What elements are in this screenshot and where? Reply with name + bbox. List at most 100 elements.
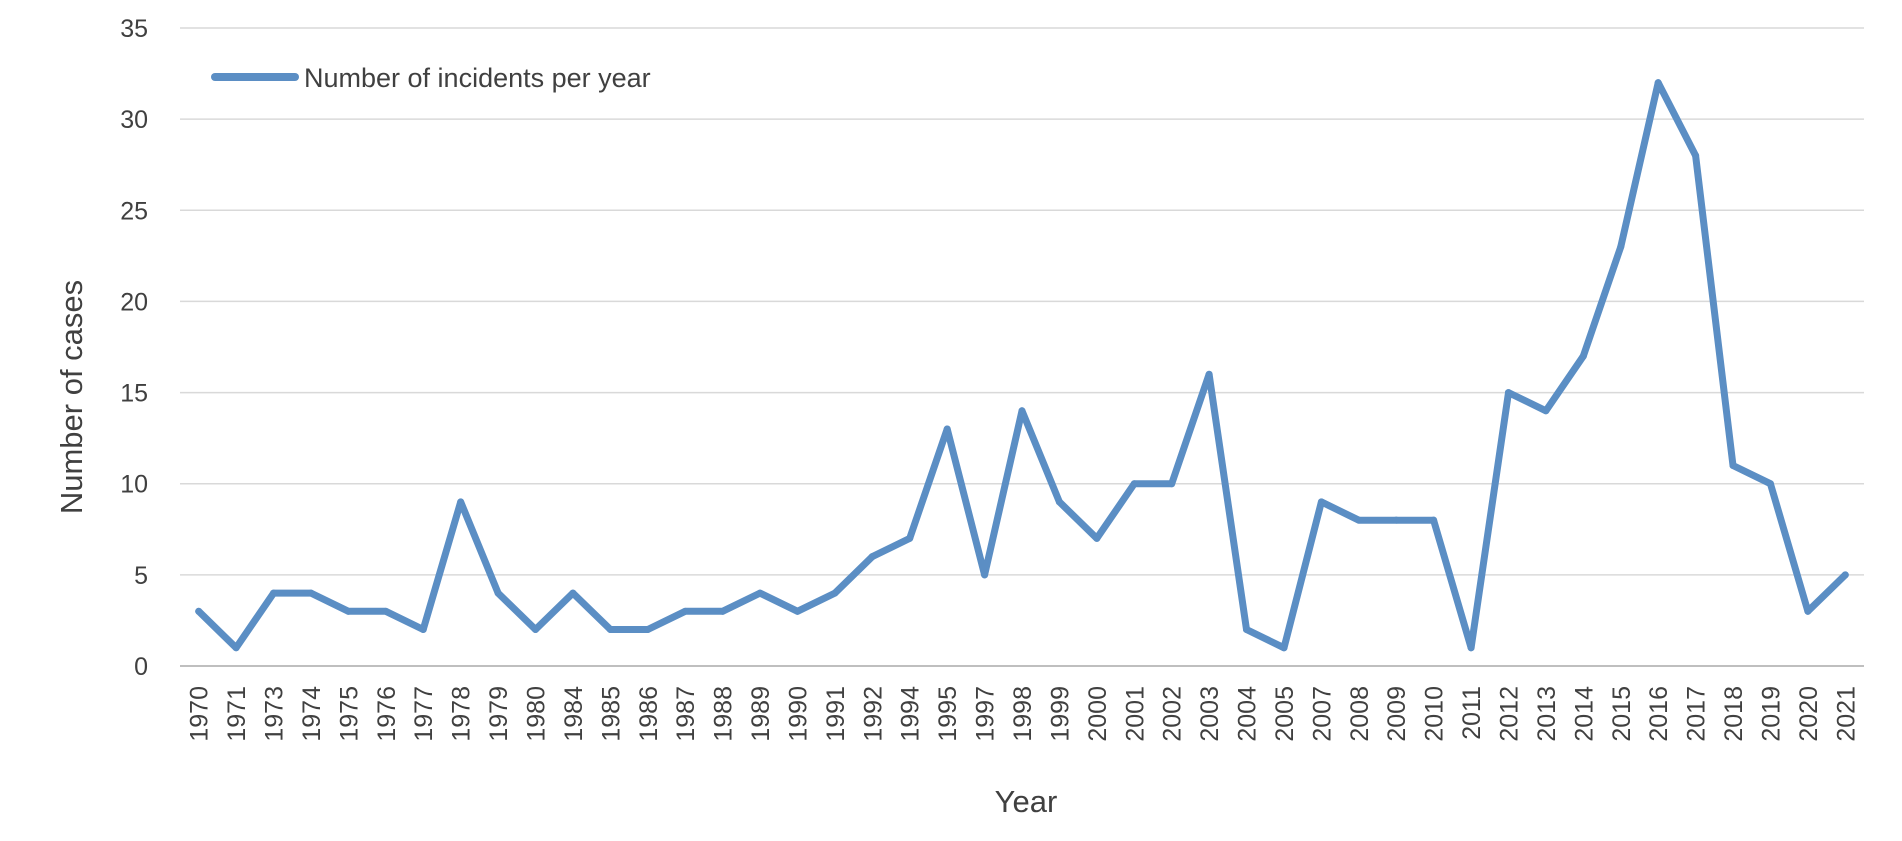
x-tick-label: 1971: [223, 686, 251, 742]
data-point: [569, 589, 577, 597]
data-point: [644, 626, 652, 634]
data-point: [868, 553, 876, 561]
x-tick-label: 1984: [560, 686, 588, 742]
data-point: [1504, 389, 1512, 397]
data-point: [981, 571, 989, 579]
data-point: [1280, 644, 1288, 652]
x-tick-label: 1974: [298, 686, 326, 742]
x-tick-label: 2017: [1683, 686, 1711, 742]
y-axis-title: Number of cases: [54, 280, 89, 514]
data-point: [1617, 243, 1625, 251]
x-tick-label: 2015: [1608, 686, 1636, 742]
x-tick-label: 2000: [1084, 686, 1112, 742]
data-point: [532, 626, 540, 634]
x-tick-label: 1976: [373, 686, 401, 742]
data-point: [1130, 480, 1138, 488]
x-tick-label: 1988: [710, 686, 738, 742]
data-point: [382, 607, 390, 615]
data-point: [457, 498, 465, 506]
x-tick-label: 1995: [934, 686, 962, 742]
x-tick-label: 1992: [859, 686, 887, 742]
x-tick-label: 1985: [597, 686, 625, 742]
x-tick-label: 2009: [1383, 686, 1411, 742]
data-point: [793, 607, 801, 615]
x-tick-label: 2011: [1458, 686, 1486, 740]
x-tick-label: 1980: [523, 686, 551, 742]
data-point: [270, 589, 278, 597]
x-tick-label: 2013: [1533, 686, 1561, 742]
x-tick-label: 1990: [784, 686, 812, 742]
y-tick-label: 20: [120, 288, 148, 316]
x-tick-label: 1977: [410, 686, 438, 742]
data-point: [943, 425, 951, 433]
x-tick-label: 1970: [186, 686, 214, 742]
x-tick-label: 2018: [1720, 686, 1748, 742]
x-tick-label: 2019: [1757, 686, 1785, 742]
x-tick-label: 2021: [1832, 686, 1860, 742]
y-tick-label: 35: [120, 15, 148, 43]
data-point: [1729, 461, 1737, 469]
x-tick-label: 1994: [897, 686, 925, 742]
y-tick-label: 30: [120, 106, 148, 134]
data-point: [831, 589, 839, 597]
x-tick-label: 1989: [747, 686, 775, 742]
x-tick-label: 1998: [1009, 686, 1037, 742]
data-point: [1766, 480, 1774, 488]
data-point: [1205, 370, 1213, 378]
x-tick-label: 1973: [261, 686, 289, 742]
x-tick-label: 2004: [1234, 686, 1262, 742]
x-tick-label: 2003: [1196, 686, 1224, 742]
data-point: [1317, 498, 1325, 506]
legend: Number of incidents per year: [211, 63, 651, 93]
data-point: [1243, 626, 1251, 634]
x-tick-label: 2005: [1271, 686, 1299, 742]
data-point: [195, 607, 203, 615]
data-point: [494, 589, 502, 597]
data-point: [606, 626, 614, 634]
y-tick-label: 5: [134, 562, 148, 590]
data-point: [1579, 352, 1587, 360]
data-point: [756, 589, 764, 597]
data-point: [1355, 516, 1363, 524]
x-tick-label: 2012: [1495, 686, 1523, 742]
x-axis-ticks: 1970 1971 1973 1974 1975 1976 1977 1978 1979 1980…: [186, 686, 1861, 742]
legend-label: Number of incidents per year: [304, 63, 651, 93]
x-tick-label: 1975: [335, 686, 363, 742]
data-point: [232, 644, 240, 652]
x-tick-label: 1978: [448, 686, 476, 742]
series-line: [195, 79, 1849, 652]
x-tick-label: 1997: [972, 686, 1000, 742]
data-point: [1841, 571, 1849, 579]
series-layer: [195, 79, 1849, 652]
y-tick-label: 0: [134, 653, 148, 681]
data-point: [1654, 79, 1662, 87]
y-tick-label: 10: [120, 471, 148, 499]
x-tick-label: 2002: [1159, 686, 1187, 742]
y-axis-ticks: 0 5 10 15 20 25 30 35: [120, 15, 148, 681]
x-tick-label: 2016: [1645, 686, 1673, 742]
data-point: [1467, 644, 1475, 652]
y-tick-label: 15: [120, 380, 148, 408]
data-point: [307, 589, 315, 597]
data-point: [419, 626, 427, 634]
data-point: [719, 607, 727, 615]
data-point: [1055, 498, 1063, 506]
data-point: [344, 607, 352, 615]
x-tick-label: 1987: [672, 686, 700, 742]
x-axis-title: Year: [995, 784, 1058, 819]
data-point: [1093, 534, 1101, 542]
y-tick-label: 25: [120, 197, 148, 225]
data-point: [1392, 516, 1400, 524]
data-point: [1018, 407, 1026, 415]
data-point: [1168, 480, 1176, 488]
data-point: [906, 534, 914, 542]
x-tick-label: 1979: [485, 686, 513, 742]
data-point: [1692, 152, 1700, 160]
data-point: [1804, 607, 1812, 615]
x-tick-label: 2007: [1308, 686, 1336, 742]
x-tick-label: 2008: [1346, 686, 1374, 742]
x-tick-label: 2010: [1421, 686, 1449, 742]
x-tick-label: 1999: [1046, 686, 1074, 742]
